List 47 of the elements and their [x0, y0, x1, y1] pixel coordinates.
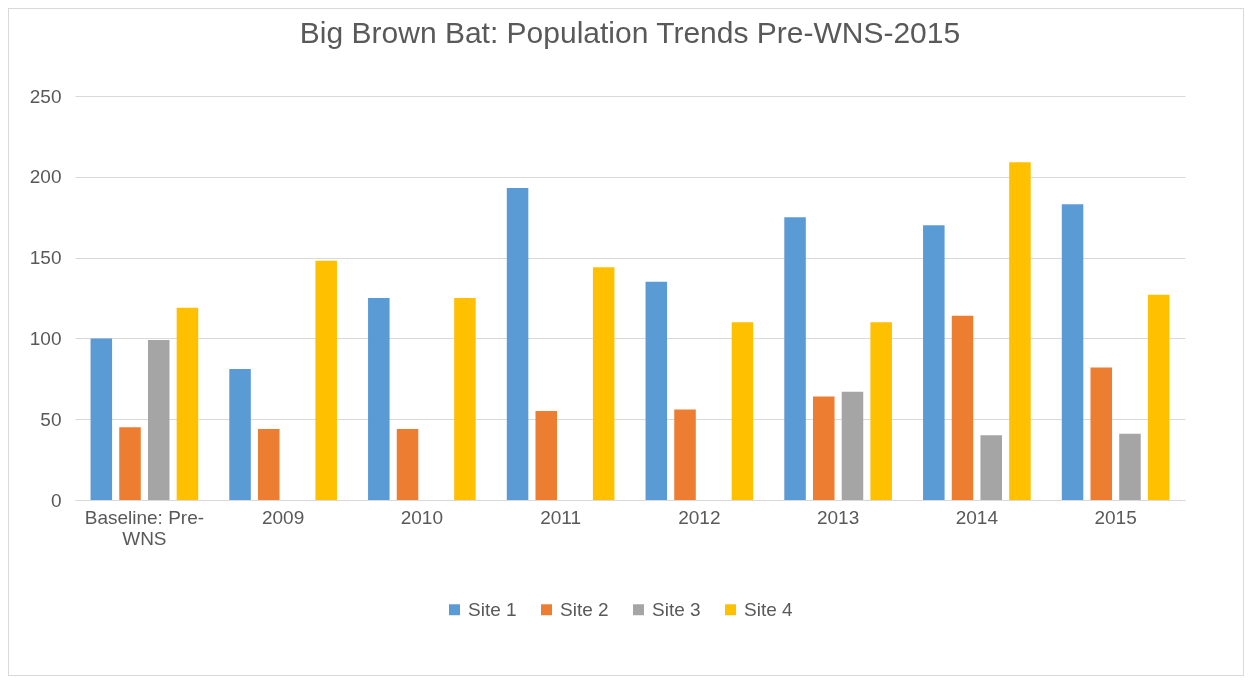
- bar: [923, 225, 945, 500]
- x-tick-label: 2010: [400, 506, 444, 528]
- y-tick-label: 100: [29, 327, 62, 349]
- bar: [454, 298, 476, 500]
- bar: [90, 338, 113, 500]
- bar: [368, 298, 390, 500]
- bar: [951, 315, 974, 500]
- x-tick-label: 2011: [540, 506, 582, 528]
- y-tick-label: 150: [29, 247, 62, 269]
- x-tick-label: 2015: [1094, 506, 1137, 528]
- x-tick-label: 2013: [816, 506, 860, 528]
- bar: [506, 188, 529, 500]
- bar: [1009, 162, 1031, 500]
- y-tick-label: 250: [29, 85, 62, 107]
- y-tick-label: 0: [50, 489, 62, 511]
- legend-label: Site 4: [744, 598, 794, 620]
- y-tick-label: 200: [29, 166, 62, 188]
- legend-label: Site 1: [468, 598, 517, 620]
- bar: [315, 260, 337, 500]
- x-tick-label: Baseline: Pre-WNS: [84, 506, 205, 549]
- x-tick-label: 2014: [955, 506, 999, 528]
- y-tick-label: 50: [40, 408, 62, 430]
- bar: [841, 391, 864, 500]
- bar: [674, 409, 696, 500]
- legend-label: Site 2: [560, 598, 609, 620]
- bar: [119, 427, 141, 500]
- bar: [535, 411, 558, 500]
- x-tick-label: 2009: [261, 506, 305, 528]
- chart-title: Big Brown Bat: Population Trends Pre-WNS-2015: [299, 16, 961, 49]
- bar: [645, 281, 668, 500]
- bar: [229, 369, 251, 500]
- bar: [980, 435, 1002, 500]
- bar: [731, 322, 754, 500]
- legend-label: Site 3: [652, 598, 701, 620]
- bar: [396, 428, 419, 500]
- bar: [1061, 204, 1084, 500]
- bar: [1119, 433, 1141, 500]
- bar: [176, 307, 199, 500]
- bar: [784, 217, 806, 500]
- bar: [592, 267, 615, 500]
- bar: [813, 396, 835, 500]
- bar: [147, 340, 170, 500]
- x-tick-label: 2012: [678, 506, 721, 528]
- bar: [870, 322, 892, 500]
- bar: [258, 428, 280, 500]
- bar: [1090, 367, 1113, 500]
- bar: [1147, 294, 1170, 500]
